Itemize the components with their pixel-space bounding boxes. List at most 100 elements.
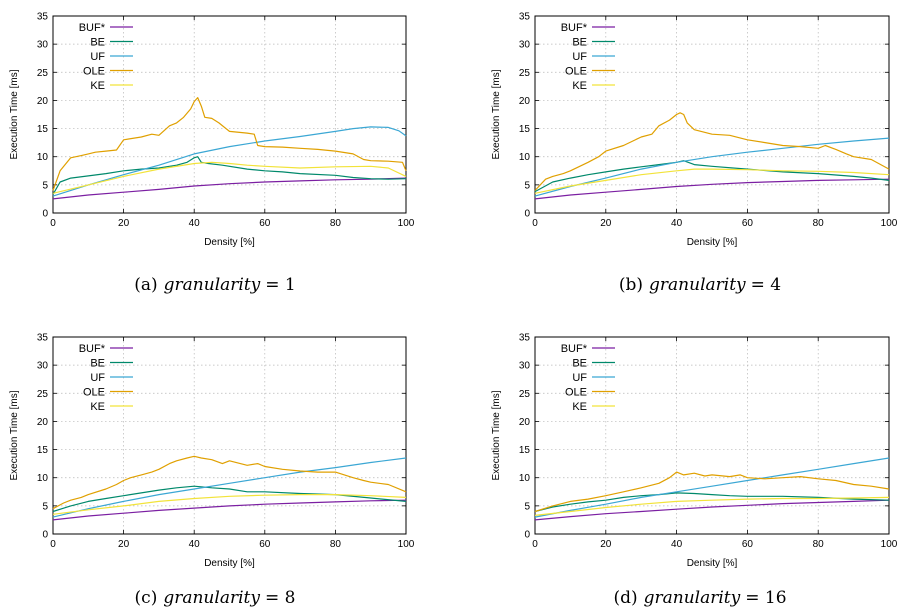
legend-label: KE bbox=[90, 80, 105, 92]
y-tick-label: 30 bbox=[519, 40, 531, 51]
legend-label: BUF* bbox=[79, 343, 106, 355]
series-line-be bbox=[534, 492, 890, 513]
series-line-buf-star bbox=[534, 178, 890, 200]
caption: (d) granularity = 16 bbox=[613, 588, 786, 608]
y-tick-label: 35 bbox=[519, 12, 531, 23]
y-tick-label: 15 bbox=[37, 124, 49, 135]
x-tick-label: 40 bbox=[189, 218, 201, 229]
y-tick-label: 35 bbox=[37, 12, 49, 23]
y-tick-label: 30 bbox=[37, 40, 49, 51]
y-axis-label: Execution Time [ms] bbox=[9, 69, 20, 159]
legend-label: BE bbox=[90, 37, 105, 49]
x-tick-label: 20 bbox=[118, 539, 130, 550]
series-line-ole bbox=[52, 455, 407, 510]
x-tick-label: 40 bbox=[671, 218, 683, 229]
x-tick-label: 20 bbox=[118, 218, 130, 229]
plot-frame bbox=[52, 15, 407, 214]
series-line-be bbox=[52, 156, 407, 195]
x-tick-label: 20 bbox=[600, 218, 612, 229]
y-tick-label: 10 bbox=[519, 152, 531, 163]
y-tick-label: 10 bbox=[519, 473, 531, 484]
chart-panel-d: 0 20 40 60 80 100 0 5 10 15 20 25 30 35 Density [%] Exe… bbox=[491, 333, 898, 609]
x-tick-label: 100 bbox=[398, 539, 415, 550]
plot-frame bbox=[52, 336, 407, 535]
y-axis-label: Execution Time [ms] bbox=[9, 390, 20, 480]
y-tick-label: 5 bbox=[524, 501, 530, 512]
caption-prefix: (b) bbox=[619, 275, 643, 295]
y-tick-label: 0 bbox=[42, 209, 48, 220]
x-tick-label: 0 bbox=[50, 539, 56, 550]
caption-value: = 16 bbox=[745, 588, 786, 608]
caption-variable: granularity bbox=[163, 588, 260, 608]
x-tick-label: 60 bbox=[742, 539, 754, 550]
x-tick-label: 0 bbox=[532, 539, 538, 550]
series-line-uf bbox=[52, 457, 407, 518]
x-axis-label: Density [%] bbox=[687, 237, 738, 248]
series-line-uf bbox=[534, 137, 890, 197]
y-tick-label: 25 bbox=[37, 68, 49, 79]
series-line-ole bbox=[534, 112, 890, 191]
series-line-uf bbox=[534, 457, 890, 518]
y-tick-label: 5 bbox=[524, 180, 530, 191]
x-axis-label: Density [%] bbox=[204, 558, 255, 569]
y-tick-label: 0 bbox=[524, 209, 530, 220]
y-tick-label: 5 bbox=[42, 501, 48, 512]
series-line-ole bbox=[52, 96, 407, 191]
series-line-be bbox=[52, 485, 407, 513]
y-tick-label: 35 bbox=[519, 333, 531, 344]
caption-value: = 1 bbox=[265, 275, 295, 295]
y-tick-label: 10 bbox=[37, 473, 49, 484]
y-tick-label: 35 bbox=[37, 333, 49, 344]
legend-label: BUF* bbox=[79, 22, 106, 34]
legend-label: UF bbox=[572, 372, 587, 384]
y-tick-label: 20 bbox=[519, 417, 531, 428]
legend-label: UF bbox=[572, 51, 587, 63]
y-tick-label: 15 bbox=[519, 124, 531, 135]
y-tick-label: 25 bbox=[519, 389, 531, 400]
series-line-be bbox=[534, 160, 890, 193]
x-tick-label: 60 bbox=[259, 539, 271, 550]
caption-prefix: (c) bbox=[135, 588, 158, 608]
y-tick-label: 0 bbox=[524, 530, 530, 541]
caption-variable: granularity bbox=[164, 275, 261, 295]
legend-label: BE bbox=[90, 358, 105, 370]
legend-label: UF bbox=[90, 51, 105, 63]
x-tick-label: 80 bbox=[813, 218, 825, 229]
caption-prefix: (a) bbox=[134, 275, 157, 295]
series-line-ke bbox=[52, 161, 407, 194]
x-tick-label: 0 bbox=[50, 218, 56, 229]
legend-label: OLE bbox=[83, 387, 105, 399]
y-tick-label: 20 bbox=[37, 96, 49, 107]
series-line-buf-star bbox=[52, 499, 407, 521]
legend-label: BUF* bbox=[561, 22, 588, 34]
legend-label: KE bbox=[572, 80, 587, 92]
x-tick-label: 40 bbox=[189, 539, 201, 550]
legend-label: KE bbox=[572, 401, 587, 413]
x-tick-label: 100 bbox=[398, 218, 415, 229]
x-tick-label: 40 bbox=[671, 539, 683, 550]
y-tick-label: 30 bbox=[519, 361, 531, 372]
y-tick-label: 10 bbox=[37, 152, 49, 163]
y-axis-label: Execution Time [ms] bbox=[491, 390, 502, 480]
caption-value: = 8 bbox=[265, 588, 295, 608]
y-tick-label: 30 bbox=[37, 361, 49, 372]
legend-label: OLE bbox=[83, 66, 105, 78]
x-tick-label: 0 bbox=[532, 218, 538, 229]
chart-panel-a: 0 20 40 60 80 100 0 5 10 15 20 25 30 35 Density [%] Exe… bbox=[9, 12, 415, 296]
plot-frame bbox=[534, 15, 890, 214]
x-tick-label: 60 bbox=[259, 218, 271, 229]
caption-prefix: (d) bbox=[613, 588, 637, 608]
x-axis-label: Density [%] bbox=[687, 558, 738, 569]
caption-variable: granularity bbox=[644, 588, 741, 608]
y-tick-label: 15 bbox=[519, 445, 531, 456]
x-axis-label: Density [%] bbox=[204, 237, 255, 248]
caption: (b) granularity = 4 bbox=[619, 275, 781, 295]
x-tick-label: 80 bbox=[813, 539, 825, 550]
series-line-uf bbox=[52, 126, 407, 197]
chart-panel-b: 0 20 40 60 80 100 0 5 10 15 20 25 30 35 Density [%] Exe… bbox=[491, 12, 898, 296]
caption: (c) granularity = 8 bbox=[135, 588, 296, 608]
y-tick-label: 0 bbox=[42, 530, 48, 541]
x-tick-label: 80 bbox=[330, 218, 342, 229]
y-tick-label: 20 bbox=[519, 96, 531, 107]
